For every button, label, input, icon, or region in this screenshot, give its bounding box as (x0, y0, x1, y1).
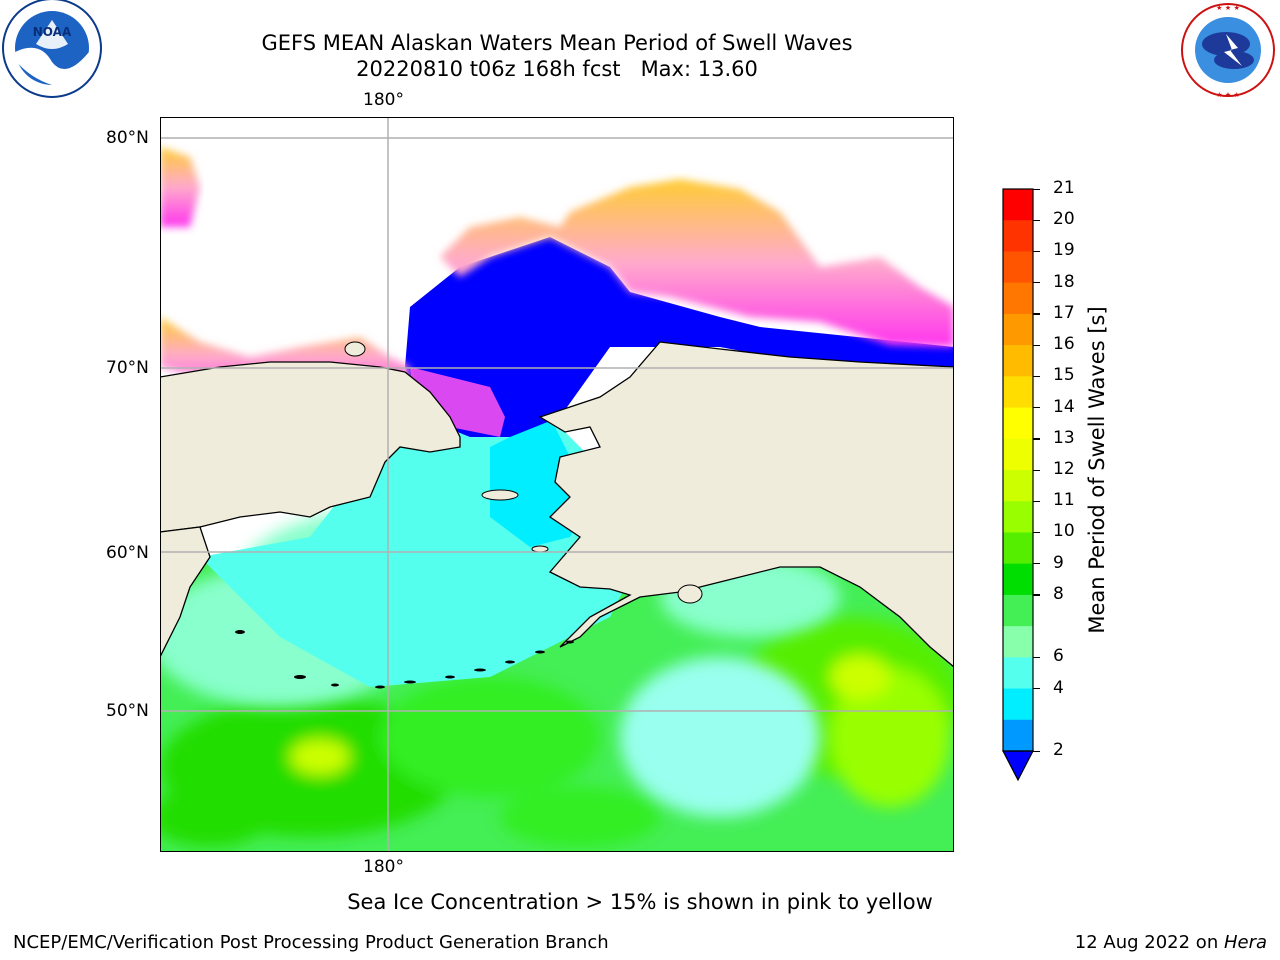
colorbar-cell (1003, 438, 1033, 471)
colorbar (1002, 188, 1034, 782)
chukotka (160, 361, 461, 533)
colorbar-tick-label: 16 (1053, 334, 1075, 355)
colorbar-label: Mean Period of Swell Waves [s] (1085, 306, 1109, 634)
colorbar-cell (1003, 719, 1033, 752)
footer-source: NCEP/EMC/Verification Post Processing Pr… (13, 932, 609, 953)
footer-host: Hera (1223, 932, 1267, 953)
colorbar-tick-label: 6 (1053, 646, 1064, 667)
colorbar-cell (1003, 657, 1033, 690)
noaa-logo: NOAA (2, 0, 102, 98)
lon-label-top: 180° (363, 90, 404, 110)
land-masses (160, 341, 954, 668)
sea-ice-edge (410, 367, 505, 437)
colorbar-extend-triangle (1002, 750, 1034, 782)
alaska (538, 341, 954, 668)
colorbar-tick-label: 4 (1053, 677, 1064, 698)
colorbar-tick-mark (1033, 188, 1040, 190)
colorbar-cell (1003, 626, 1033, 658)
colorbar-tick-label: 18 (1053, 271, 1075, 292)
colorbar-tick-mark (1033, 594, 1040, 596)
colorbar-tick-mark (1033, 563, 1040, 565)
colorbar-tick-label: 20 (1053, 209, 1075, 230)
colorbar-cell (1003, 563, 1033, 596)
colorbar-tick-mark (1033, 688, 1040, 690)
colorbar-tick-label: 9 (1053, 552, 1064, 573)
colorbar-cell (1003, 345, 1033, 377)
colorbar-cell (1003, 189, 1033, 221)
chart-title: GEFS MEAN Alaskan Waters Mean Period of … (261, 31, 853, 55)
footer-date: 12 Aug 2022 on Hera (1075, 932, 1267, 953)
aleutian-islands (235, 630, 574, 689)
map-frame (160, 117, 954, 852)
colorbar-tick-label: 19 (1053, 240, 1075, 261)
swell-field-arctic (405, 237, 954, 437)
lon-label-bottom: 180° (363, 857, 404, 877)
colorbar-tick-mark (1033, 469, 1040, 471)
colorbar-cell (1003, 282, 1033, 315)
sea-ice-west (160, 147, 200, 227)
colorbar-cell (1003, 470, 1033, 502)
islands (344, 341, 703, 604)
colorbar-tick-mark (1033, 656, 1040, 659)
lat-label-70n: 70°N (106, 358, 149, 378)
footer-date-text: 12 Aug 2022 on (1074, 932, 1224, 953)
colorbar-tick-label: 2 (1053, 740, 1064, 760)
ice-note: Sea Ice Concentration > 15% is shown in … (347, 890, 933, 914)
colorbar-cells (1003, 189, 1033, 752)
colorbar-tick-mark (1033, 313, 1040, 315)
lat-label-80n: 80°N (106, 128, 149, 148)
colorbar-tick-mark (1033, 531, 1040, 534)
colorbar-cell (1003, 220, 1033, 252)
colorbar-cell (1003, 594, 1033, 627)
colorbar-cell (1003, 532, 1033, 565)
nws-logo: ★ ★ ★ ★ ★ ★ (1181, 3, 1275, 99)
map-panel (160, 117, 954, 852)
colorbar-tick-mark (1033, 282, 1040, 284)
chart-subtitle: 20220810 t06z 168h fcst Max: 13.60 (356, 57, 758, 81)
colorbar-tick-label: 13 (1053, 427, 1075, 448)
colorbar-cell (1003, 407, 1033, 440)
colorbar-tick-label: 12 (1053, 459, 1075, 479)
colorbar-tick-mark (1033, 219, 1040, 222)
map-canvas (160, 117, 954, 852)
colorbar-tick-label: 21 (1053, 178, 1075, 198)
colorbar-tick-label: 15 (1053, 365, 1075, 386)
colorbar-tick-mark (1033, 500, 1040, 503)
colorbar-tick-mark (1033, 407, 1040, 409)
colorbar-cell (1003, 501, 1033, 533)
colorbar-tick-label: 10 (1053, 521, 1075, 542)
graticule (160, 117, 954, 852)
colorbar-tick-label: 8 (1053, 583, 1064, 604)
colorbar-tick-label: 17 (1053, 302, 1075, 323)
colorbar-cell (1003, 313, 1033, 346)
colorbar-cell (1003, 251, 1033, 284)
kamchatka (160, 526, 211, 658)
sea-ice-band (440, 179, 954, 347)
colorbar-tick-mark (1033, 750, 1040, 752)
lat-label-50n: 50°N (106, 701, 149, 721)
colorbar-tick-label: 11 (1053, 490, 1075, 511)
noaa-logo-text: NOAA (33, 25, 72, 39)
svg-text:★ ★ ★: ★ ★ ★ (1216, 91, 1240, 99)
colorbar-cell (1003, 688, 1033, 721)
lat-label-60n: 60°N (106, 543, 149, 563)
colorbar-cell (1003, 376, 1033, 409)
colorbar-tick-label: 14 (1053, 396, 1075, 417)
colorbar-tick-mark (1033, 375, 1040, 378)
colorbar-tick-mark (1033, 250, 1040, 253)
colorbar-tick-mark (1033, 438, 1040, 440)
colorbar-tick-mark (1033, 344, 1040, 346)
svg-text:★ ★ ★: ★ ★ ★ (1216, 4, 1240, 12)
